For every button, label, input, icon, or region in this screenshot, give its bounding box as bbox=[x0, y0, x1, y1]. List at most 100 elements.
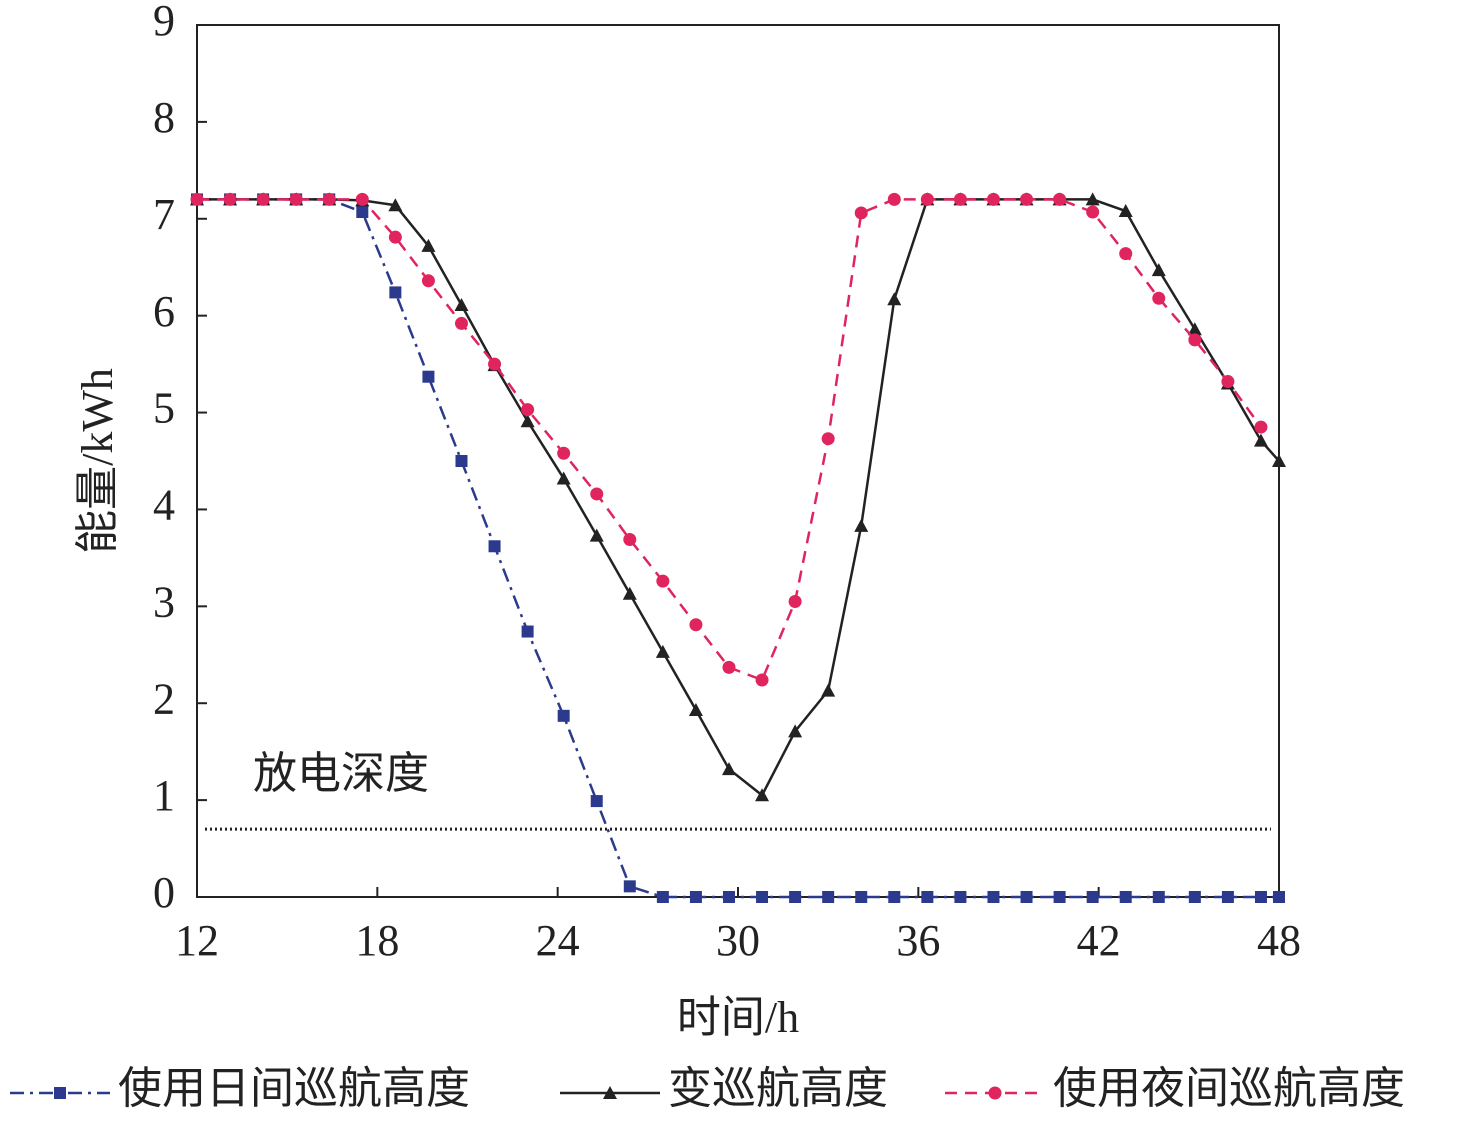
marker bbox=[887, 292, 902, 306]
marker bbox=[289, 192, 303, 206]
marker bbox=[688, 703, 703, 717]
marker bbox=[356, 205, 369, 218]
marker bbox=[622, 586, 637, 600]
marker bbox=[623, 532, 637, 546]
marker bbox=[1119, 247, 1133, 261]
marker bbox=[1272, 454, 1286, 467]
marker bbox=[655, 644, 670, 658]
legend-label: 使用夜间巡航高度 bbox=[1053, 1064, 1405, 1113]
marker bbox=[1086, 205, 1100, 219]
marker bbox=[854, 206, 868, 220]
y-tick-label: 3 bbox=[153, 577, 175, 626]
marker bbox=[920, 192, 934, 206]
marker bbox=[454, 298, 469, 312]
x-tick-label: 18 bbox=[355, 916, 399, 965]
marker bbox=[888, 891, 901, 903]
marker bbox=[1086, 891, 1099, 903]
marker bbox=[388, 198, 403, 212]
marker bbox=[855, 891, 868, 903]
marker bbox=[789, 891, 802, 903]
marker bbox=[1273, 891, 1285, 903]
marker bbox=[421, 274, 435, 288]
marker bbox=[689, 891, 702, 903]
legend-label: 使用日间巡航高度 bbox=[118, 1064, 470, 1113]
marker bbox=[355, 192, 369, 206]
marker bbox=[954, 891, 967, 903]
marker bbox=[755, 788, 770, 802]
marker bbox=[1254, 891, 1267, 903]
annotation-label: 放电深度 bbox=[253, 749, 429, 798]
marker bbox=[755, 673, 769, 687]
marker bbox=[788, 594, 802, 608]
legend-marker bbox=[54, 1087, 66, 1099]
marker bbox=[1053, 891, 1066, 903]
marker bbox=[322, 192, 336, 206]
y-tick-label: 0 bbox=[153, 868, 175, 917]
y-tick-label: 1 bbox=[153, 771, 175, 820]
legend-label: 变巡航高度 bbox=[668, 1064, 888, 1113]
marker bbox=[1221, 891, 1234, 903]
marker bbox=[488, 540, 501, 553]
series-line bbox=[197, 198, 1280, 798]
marker bbox=[1119, 891, 1132, 903]
marker bbox=[556, 471, 571, 485]
x-tick-label: 48 bbox=[1257, 916, 1301, 965]
marker bbox=[190, 192, 204, 206]
marker bbox=[557, 446, 571, 460]
marker bbox=[1253, 433, 1268, 447]
y-axis-label: 能量/kWh bbox=[73, 368, 122, 554]
marker bbox=[422, 370, 435, 383]
marker bbox=[1188, 891, 1201, 903]
x-tick-label: 30 bbox=[716, 916, 760, 965]
marker bbox=[689, 618, 703, 632]
marker bbox=[953, 192, 967, 206]
y-tick-label: 2 bbox=[153, 674, 175, 723]
y-tick-label: 4 bbox=[153, 481, 175, 530]
x-axis-label: 时间/h bbox=[677, 993, 799, 1042]
marker bbox=[223, 192, 237, 206]
marker bbox=[721, 762, 736, 776]
marker bbox=[821, 683, 836, 697]
marker bbox=[1187, 322, 1202, 336]
marker bbox=[986, 192, 1000, 206]
marker bbox=[1020, 891, 1033, 903]
marker bbox=[455, 455, 468, 467]
marker bbox=[589, 528, 604, 542]
legend-marker bbox=[603, 1086, 617, 1099]
y-tick-label: 5 bbox=[153, 384, 175, 433]
marker bbox=[1020, 192, 1034, 206]
marker bbox=[623, 880, 636, 893]
x-tick-label: 12 bbox=[175, 916, 219, 965]
y-tick-label: 6 bbox=[153, 287, 175, 336]
marker bbox=[722, 891, 735, 903]
marker bbox=[1118, 204, 1133, 218]
y-tick-label: 9 bbox=[153, 0, 175, 45]
marker bbox=[1152, 291, 1166, 305]
series-line bbox=[197, 198, 1262, 682]
marker bbox=[454, 316, 468, 330]
marker bbox=[722, 660, 736, 674]
marker bbox=[887, 192, 901, 206]
marker bbox=[756, 891, 769, 903]
marker bbox=[520, 414, 535, 428]
marker bbox=[987, 891, 1000, 903]
y-tick-label: 8 bbox=[153, 93, 175, 142]
marker bbox=[1152, 891, 1165, 903]
x-tick-label: 42 bbox=[1077, 916, 1121, 965]
series-line bbox=[197, 198, 1279, 899]
marker bbox=[389, 286, 402, 299]
marker bbox=[557, 709, 570, 722]
marker bbox=[656, 891, 669, 903]
marker bbox=[788, 724, 803, 738]
marker bbox=[821, 432, 835, 446]
x-tick-label: 24 bbox=[536, 916, 580, 965]
marker bbox=[1221, 375, 1235, 389]
marker bbox=[1188, 333, 1202, 347]
marker bbox=[822, 891, 835, 903]
marker bbox=[1053, 192, 1067, 206]
marker bbox=[521, 403, 535, 417]
marker bbox=[488, 357, 502, 371]
y-tick-label: 7 bbox=[153, 190, 175, 239]
marker bbox=[421, 238, 436, 252]
